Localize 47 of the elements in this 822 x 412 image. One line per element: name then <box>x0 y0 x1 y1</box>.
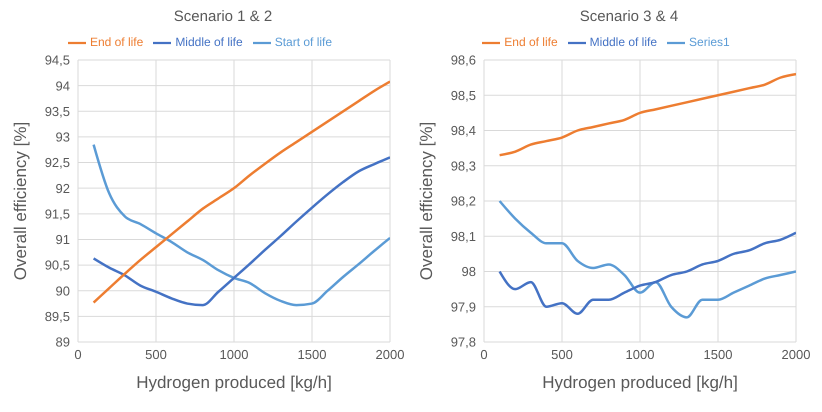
y-tick-label: 91,5 <box>44 206 70 222</box>
y-tick-label: 94 <box>56 78 70 94</box>
y-tick-label: 98,2 <box>450 194 476 209</box>
line-series <box>498 72 796 156</box>
y-tick-label: 94,5 <box>44 52 70 68</box>
y-tick-label: 90 <box>56 283 70 298</box>
y-tick-label: 98,1 <box>450 228 476 244</box>
legend-label: Middle of life <box>590 35 658 50</box>
y-tick-label: 93 <box>56 130 70 145</box>
x-tick-label: 1500 <box>298 347 326 362</box>
y-tick-label: 98,6 <box>450 52 476 68</box>
chart-title: Scenario 3 & 4 <box>578 8 680 27</box>
line-series <box>498 200 796 319</box>
x-tick-label: 1000 <box>220 347 248 362</box>
x-axis-title: Hydrogen produced [kg/h] <box>542 373 738 392</box>
legend-label: End of life <box>504 35 558 50</box>
y-axis-title: Overall efficiency [%] <box>11 122 30 280</box>
y-tick-label: 89,5 <box>44 308 70 324</box>
x-tick-label: 1000 <box>626 347 654 362</box>
y-tick-label: 92 <box>56 180 70 196</box>
y-tick-label: 89 <box>56 334 70 350</box>
x-tick-label: 500 <box>145 347 167 362</box>
legend-label: Middle of life <box>175 35 243 50</box>
y-axis-title: Overall efficiency [%] <box>417 122 436 280</box>
x-tick-label: 1500 <box>704 347 732 362</box>
chart-title: Scenario 1 & 2 <box>172 8 274 27</box>
line-series <box>498 231 796 316</box>
x-tick-label: 0 <box>480 347 488 362</box>
y-tick-label: 90,5 <box>44 258 70 273</box>
y-tick-label: 92,5 <box>44 155 70 170</box>
x-tick-label: 500 <box>551 347 573 362</box>
x-axis-title: Hydrogen produced [kg/h] <box>136 373 332 392</box>
legend-label: Start of life <box>274 35 332 50</box>
y-tick-label: 98,5 <box>450 88 476 103</box>
y-tick-label: 98 <box>462 264 476 280</box>
y-tick-label: 91 <box>56 232 70 248</box>
y-tick-label: 97,8 <box>450 334 476 350</box>
x-tick-label: 2000 <box>376 347 404 362</box>
y-tick-label: 98,3 <box>450 158 476 174</box>
y-tick-label: 93,5 <box>44 104 70 119</box>
x-tick-label: 0 <box>74 347 82 362</box>
line-series <box>92 80 390 304</box>
x-tick-label: 2000 <box>782 347 810 362</box>
y-tick-label: 97,9 <box>450 299 476 314</box>
legend-label: End of life <box>90 35 144 50</box>
y-tick-label: 98,4 <box>450 123 476 138</box>
legend-label: Series1 <box>689 35 730 50</box>
